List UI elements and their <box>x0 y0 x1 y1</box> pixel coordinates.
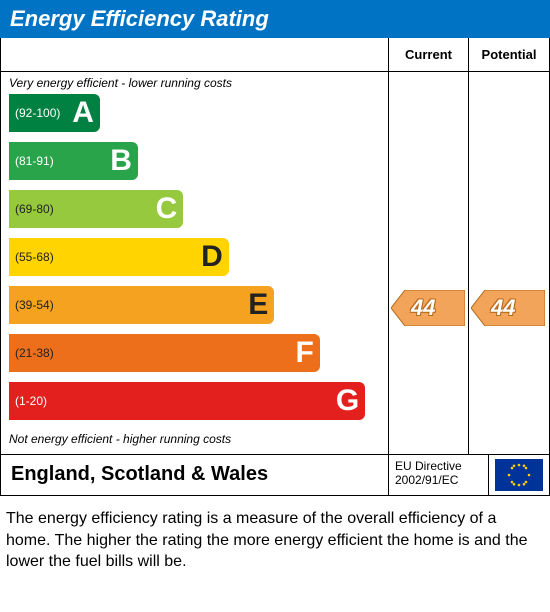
current-column: Current 44 <box>389 38 469 454</box>
directive-code: 2002/91/EC <box>395 473 482 487</box>
band-range-d: (55-68) <box>9 250 54 264</box>
band-row-d: (55-68) D <box>9 236 388 278</box>
band-row-g: (1-20) G <box>9 380 388 422</box>
band-bar-c: (69-80) C <box>9 190 183 228</box>
band-row-c: (69-80) C <box>9 188 388 230</box>
band-range-g: (1-20) <box>9 394 47 408</box>
band-letter-a: A <box>72 96 94 130</box>
main-table: Very energy efficient - lower running co… <box>0 38 550 455</box>
band-bar-f: (21-38) F <box>9 334 320 372</box>
band-bar-a: (92-100) A <box>9 94 100 132</box>
band-bar-b: (81-91) B <box>9 142 138 180</box>
band-range-b: (81-91) <box>9 154 54 168</box>
band-range-e: (39-54) <box>9 298 54 312</box>
caption-top: Very energy efficient - lower running co… <box>1 72 388 92</box>
band-range-f: (21-38) <box>9 346 54 360</box>
band-row-b: (81-91) B <box>9 140 388 182</box>
band-bar-d: (55-68) D <box>9 238 229 276</box>
current-header: Current <box>389 38 468 72</box>
band-bar-e: (39-54) E <box>9 286 274 324</box>
band-letter-f: F <box>295 336 313 370</box>
band-letter-e: E <box>248 288 268 322</box>
eu-flag-icon <box>495 459 543 491</box>
directive-label: EU Directive <box>395 459 482 473</box>
epc-chart: Energy Efficiency Rating Very energy eff… <box>0 0 550 573</box>
band-letter-d: D <box>201 240 223 274</box>
band-row-f: (21-38) F <box>9 332 388 374</box>
band-bar-g: (1-20) G <box>9 382 365 420</box>
band-letter-c: C <box>156 192 178 226</box>
description-text: The energy efficiency rating is a measur… <box>0 496 550 573</box>
caption-bottom: Not energy efficient - higher running co… <box>1 428 388 448</box>
band-letter-g: G <box>336 384 359 418</box>
band-letter-b: B <box>110 144 132 178</box>
current-pointer: 44 <box>391 290 465 326</box>
band-row-e: (39-54) E <box>9 284 388 326</box>
potential-pointer-value: 44 <box>491 295 515 321</box>
current-pointer-value: 44 <box>411 295 435 321</box>
current-body: 44 <box>389 72 468 454</box>
band-range-a: (92-100) <box>9 106 60 120</box>
region-label: England, Scotland & Wales <box>1 455 389 495</box>
potential-body: 44 <box>469 72 549 454</box>
directive-cell: EU Directive 2002/91/EC <box>389 455 489 495</box>
eu-flag-cell <box>489 455 549 495</box>
potential-column: Potential 44 <box>469 38 549 454</box>
bottom-row: England, Scotland & Wales EU Directive 2… <box>0 455 550 496</box>
band-range-c: (69-80) <box>9 202 54 216</box>
potential-pointer: 44 <box>471 290 545 326</box>
title-bar: Energy Efficiency Rating <box>0 0 550 38</box>
bands-area: (92-100) A (81-91) B (69-80) C (55-68) D (39-54)… <box>1 92 388 422</box>
chart-header-spacer <box>1 38 388 72</box>
potential-header: Potential <box>469 38 549 72</box>
chart-column: Very energy efficient - lower running co… <box>1 38 389 454</box>
band-row-a: (92-100) A <box>9 92 388 134</box>
